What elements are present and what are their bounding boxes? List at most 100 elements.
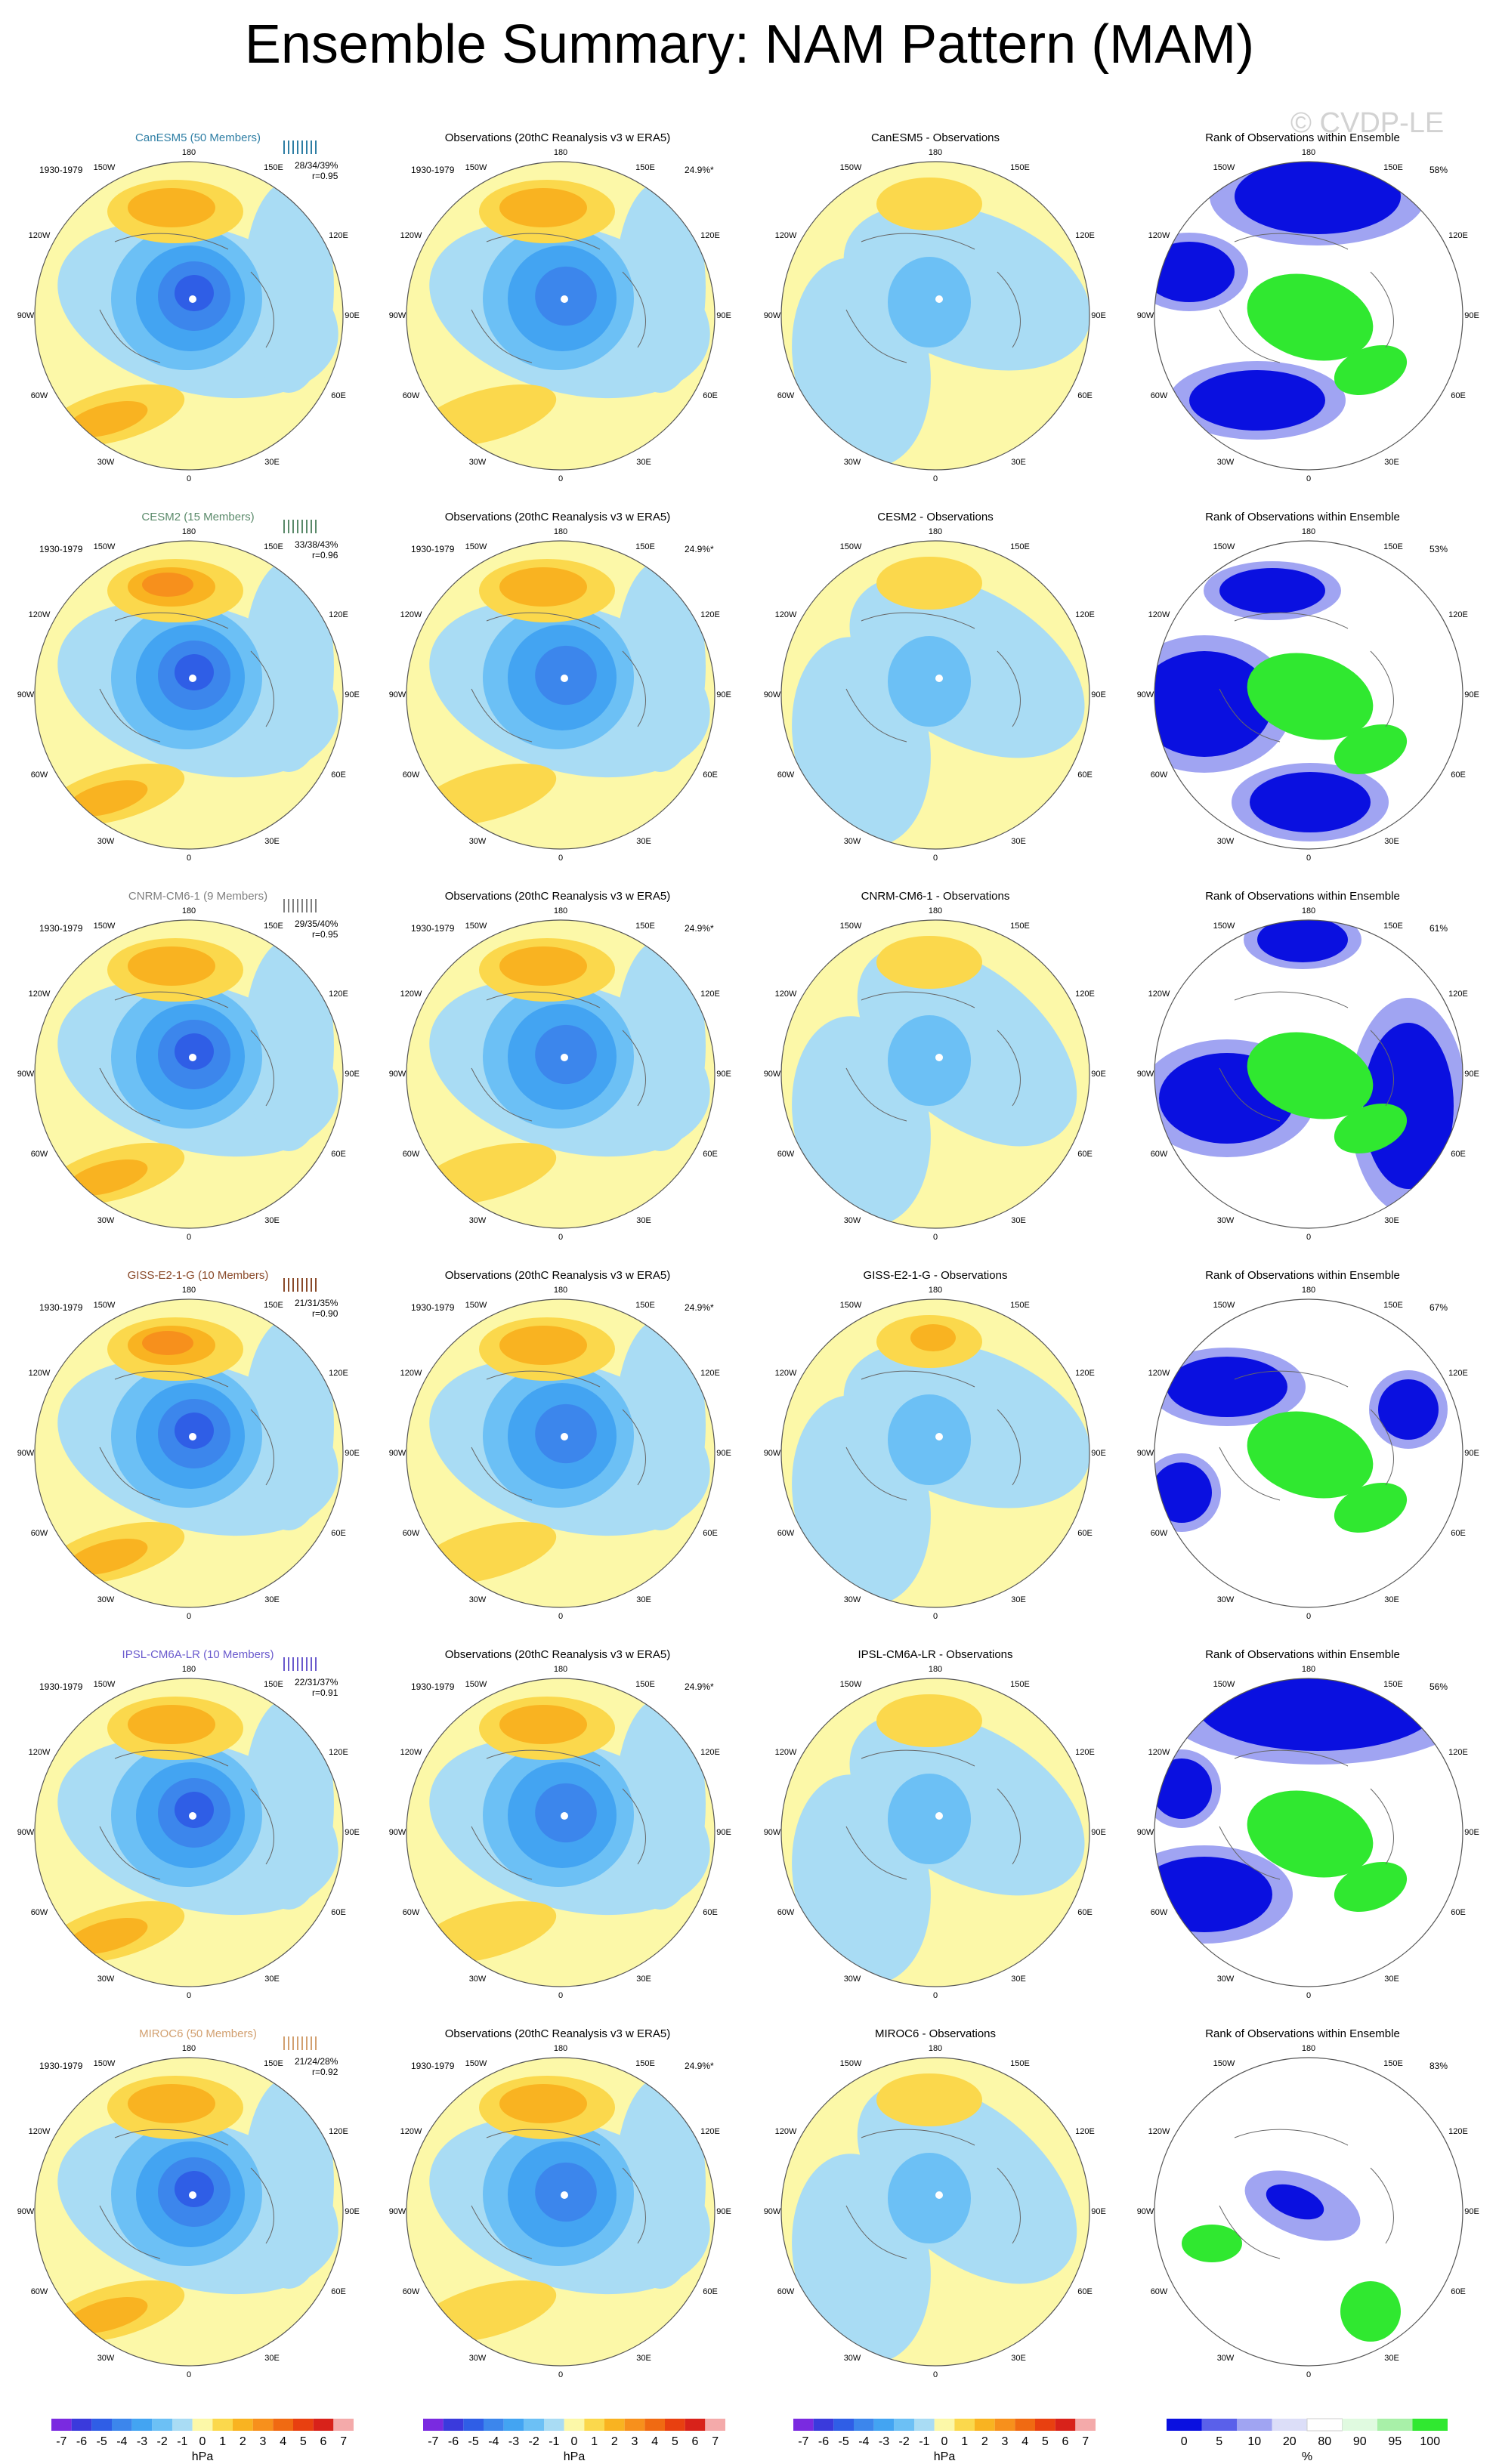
map-border [1154,161,1463,471]
coastline [845,991,1021,1122]
longitude-label: 60E [703,1908,718,1917]
panel-title: GISS-E2-1-G (10 Members) [127,1269,269,1282]
longitude-label: 120E [329,1748,348,1757]
longitude-label: 150E [264,1301,283,1310]
map-border [780,1298,1090,1608]
colorbar-swatch [152,2419,172,2431]
longitude-label: 30E [1011,837,1026,846]
colorbar-swatch [813,2419,834,2431]
coastline [845,233,1021,363]
pole-marker [935,2191,943,2199]
colorbar-swatch [1167,2419,1202,2431]
obs-panel: Observations (20thC Reanalysis v3 w ERA5… [373,121,748,500]
longitude-label: 60W [777,391,795,400]
longitude-label: 120W [774,1748,797,1757]
longitude-label: 90W [1136,1070,1154,1079]
longitude-label: 180 [928,906,943,916]
colorbar-swatch [564,2419,585,2431]
longitude-label: 0 [1306,474,1312,483]
longitude-label: 30W [843,1975,861,1984]
negative-core [175,1792,214,1828]
map-border [780,540,1090,850]
positive-region-atlantic-2 [66,1918,148,1954]
longitude-label: 30W [97,837,115,846]
colorbar-swatch [293,2419,314,2431]
longitude-label: 180 [1301,1286,1316,1295]
longitude-label: 60W [777,1908,795,1917]
colorbar-swatch [994,2419,1015,2431]
colorbar-swatch [894,2419,914,2431]
rank-high-region [1247,273,1374,361]
longitude-label: 30W [97,1595,115,1604]
longitude-label: 90E [1464,1828,1479,1837]
pattern-correlation: r=0.95 [312,929,338,940]
longitude-label: 30E [1011,1975,1026,1984]
longitude-label: 90W [763,690,781,699]
coastline [845,1749,1021,1880]
longitude-label: 60W [777,2287,795,2296]
colorbar-swatch [131,2419,153,2431]
map-border [34,1298,344,1608]
colorbar-swatch [252,2419,274,2431]
positive-region [876,557,982,610]
colorbar-swatch [192,2419,213,2431]
longitude-label: 30W [97,1216,115,1225]
period-label: 1930-1979 [411,1302,455,1313]
panel-title: Rank of Observations within Ensemble [1205,890,1400,903]
negative-region [615,1319,706,1530]
longitude-label: 0 [932,1233,938,1242]
longitude-label: 90E [1464,1449,1479,1458]
longitude-label: 180 [928,527,943,536]
panel-title: CanESM5 (50 Members) [135,131,261,144]
longitude-label: 0 [558,2370,564,2379]
longitude-label: 120E [1075,1748,1095,1757]
polar-map [34,161,344,471]
colorbar-tick: -2 [898,2435,910,2448]
rank-panel: Rank of Observations within Ensemble 61% 1… [1121,879,1496,1258]
longitude-label: 60W [1150,1529,1168,1538]
coastline [99,991,274,1122]
colorbar-tick: -5 [96,2435,107,2448]
colorbar-tick: 10 [1247,2435,1262,2448]
colorbar-swatch [172,2419,193,2431]
obs-variance: 24.9%* [685,1302,714,1313]
panel-title: Rank of Observations within Ensemble [1205,131,1400,144]
longitude-label: 120E [329,610,348,619]
colorbar-tick: 6 [1062,2435,1069,2448]
colorbar-tick: 2 [981,2435,988,2448]
map-border [34,161,344,471]
longitude-label: 30E [636,1975,651,1984]
positive-region-atlantic-2 [66,1539,148,1575]
longitude-label: 30W [1216,1216,1235,1225]
pole-marker [935,675,943,682]
panel-title: CESM2 - Observations [877,511,994,523]
longitude-label: 0 [558,1991,564,2000]
longitude-label: 60E [1451,391,1466,400]
longitude-label: 180 [181,2044,196,2053]
longitude-label: 90E [716,1070,731,1079]
longitude-label: 30W [468,1975,487,1984]
colorbar-swatches [423,2419,725,2431]
colorbar-swatches [51,2419,354,2431]
longitude-label: 120W [28,2127,51,2136]
polar-map [780,1678,1090,1987]
polar-map [34,919,344,1229]
rank-panel: Rank of Observations within Ensemble 83% 1… [1121,2017,1496,2396]
panel-title: CNRM-CM6-1 (9 Members) [128,890,268,903]
positive-region-atlantic-2 [66,401,148,437]
rank-percent: 67% [1429,1302,1448,1313]
longitude-label: 60E [1451,1150,1466,1159]
map-border [1154,540,1463,850]
panel-title: GISS-E2-1-G - Observations [863,1269,1008,1282]
map-border [406,161,716,471]
variance-stats: 22/31/37% r=0.91 [283,1657,338,1698]
longitude-label: 150E [264,1680,283,1689]
longitude-label: 90E [1091,1449,1106,1458]
colorbar-tick: 7 [1082,2435,1089,2448]
longitude-label: 30W [843,1595,861,1604]
longitude-label: 150W [1213,1680,1235,1689]
longitude-label: 30W [843,458,861,467]
rank-panel: Rank of Observations within Ensemble 56% 1… [1121,1638,1496,2017]
rank-panel: Rank of Observations within Ensemble 58% 1… [1121,121,1496,500]
colorbar-swatches [1167,2418,1448,2432]
